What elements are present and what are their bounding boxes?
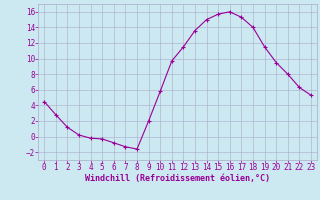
X-axis label: Windchill (Refroidissement éolien,°C): Windchill (Refroidissement éolien,°C): [85, 174, 270, 183]
